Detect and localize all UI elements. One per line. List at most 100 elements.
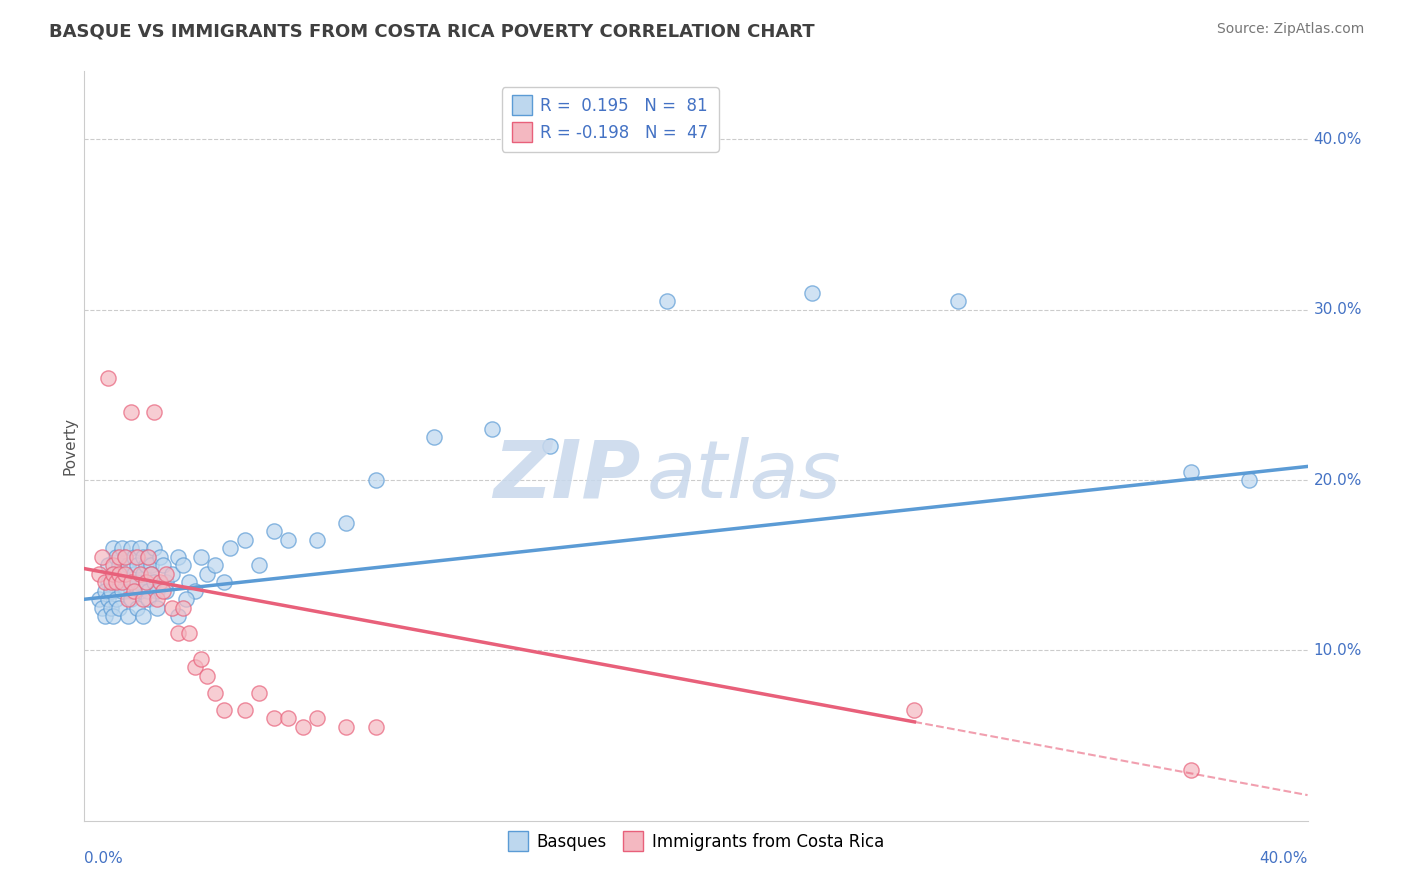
Point — [277, 533, 299, 547]
Point — [90, 600, 112, 615]
Point — [97, 575, 120, 590]
Point — [125, 575, 148, 590]
Point — [103, 541, 125, 556]
Point — [1180, 465, 1202, 479]
Point — [204, 558, 226, 573]
Point — [125, 558, 148, 573]
Point — [172, 600, 194, 615]
Legend: Basques, Immigrants from Costa Rica: Basques, Immigrants from Costa Rica — [502, 826, 890, 857]
Text: atlas: atlas — [647, 437, 842, 515]
Point — [190, 652, 212, 666]
Point — [152, 558, 174, 573]
Point — [90, 549, 112, 564]
Point — [93, 609, 115, 624]
Point — [190, 549, 212, 564]
Point — [335, 720, 357, 734]
Point — [105, 592, 128, 607]
Point — [1239, 473, 1261, 487]
Point — [160, 600, 183, 615]
Point — [172, 558, 194, 573]
Point — [122, 549, 145, 564]
Point — [146, 592, 169, 607]
Point — [219, 541, 242, 556]
Point — [108, 558, 131, 573]
Point — [128, 583, 150, 598]
Text: 40.0%: 40.0% — [1313, 132, 1362, 147]
Point — [179, 575, 201, 590]
Point — [204, 686, 226, 700]
Text: 10.0%: 10.0% — [1313, 643, 1362, 657]
Point — [131, 592, 153, 607]
Point — [143, 541, 166, 556]
Point — [263, 711, 285, 725]
Point — [105, 549, 128, 564]
Point — [97, 592, 120, 607]
Point — [233, 533, 256, 547]
Point — [114, 583, 136, 598]
Point — [307, 711, 329, 725]
Point — [655, 294, 678, 309]
Point — [149, 575, 172, 590]
Point — [538, 439, 561, 453]
Point — [155, 566, 177, 581]
Point — [108, 575, 131, 590]
Point — [335, 516, 357, 530]
Point — [141, 566, 163, 581]
Point — [155, 575, 177, 590]
Point — [117, 609, 139, 624]
Point — [114, 549, 136, 564]
Point — [138, 583, 160, 598]
Point — [138, 549, 160, 564]
Point — [128, 566, 150, 581]
Point — [138, 549, 160, 564]
Point — [111, 566, 134, 581]
Text: 20.0%: 20.0% — [1313, 473, 1362, 488]
Point — [103, 566, 125, 581]
Point — [149, 549, 172, 564]
Text: 40.0%: 40.0% — [1260, 851, 1308, 865]
Point — [103, 609, 125, 624]
Point — [160, 566, 183, 581]
Point — [108, 600, 131, 615]
Point — [114, 566, 136, 581]
Point — [364, 720, 387, 734]
Text: Source: ZipAtlas.com: Source: ZipAtlas.com — [1216, 22, 1364, 37]
Text: ZIP: ZIP — [494, 437, 641, 515]
Point — [135, 575, 157, 590]
Point — [481, 422, 503, 436]
Point — [125, 600, 148, 615]
Text: 0.0%: 0.0% — [84, 851, 124, 865]
Point — [120, 405, 142, 419]
Point — [143, 575, 166, 590]
Point — [117, 592, 139, 607]
Point — [138, 592, 160, 607]
Point — [233, 703, 256, 717]
Point — [108, 566, 131, 581]
Point — [195, 566, 218, 581]
Point — [111, 575, 134, 590]
Point — [212, 575, 235, 590]
Point — [423, 430, 446, 444]
Text: BASQUE VS IMMIGRANTS FROM COSTA RICA POVERTY CORRELATION CHART: BASQUE VS IMMIGRANTS FROM COSTA RICA POV… — [49, 22, 815, 40]
Point — [135, 558, 157, 573]
Point — [184, 583, 207, 598]
Point — [120, 583, 142, 598]
Point — [135, 575, 157, 590]
Point — [93, 575, 115, 590]
Point — [141, 566, 163, 581]
Point — [166, 626, 188, 640]
Point — [291, 720, 314, 734]
Point — [111, 583, 134, 598]
Point — [155, 583, 177, 598]
Point — [131, 549, 153, 564]
Point — [122, 583, 145, 598]
Text: 30.0%: 30.0% — [1313, 302, 1362, 318]
Point — [146, 583, 169, 598]
Point — [141, 558, 163, 573]
Point — [111, 541, 134, 556]
Point — [103, 566, 125, 581]
Point — [143, 405, 166, 419]
Point — [184, 660, 207, 674]
Point — [87, 566, 110, 581]
Point — [801, 285, 824, 300]
